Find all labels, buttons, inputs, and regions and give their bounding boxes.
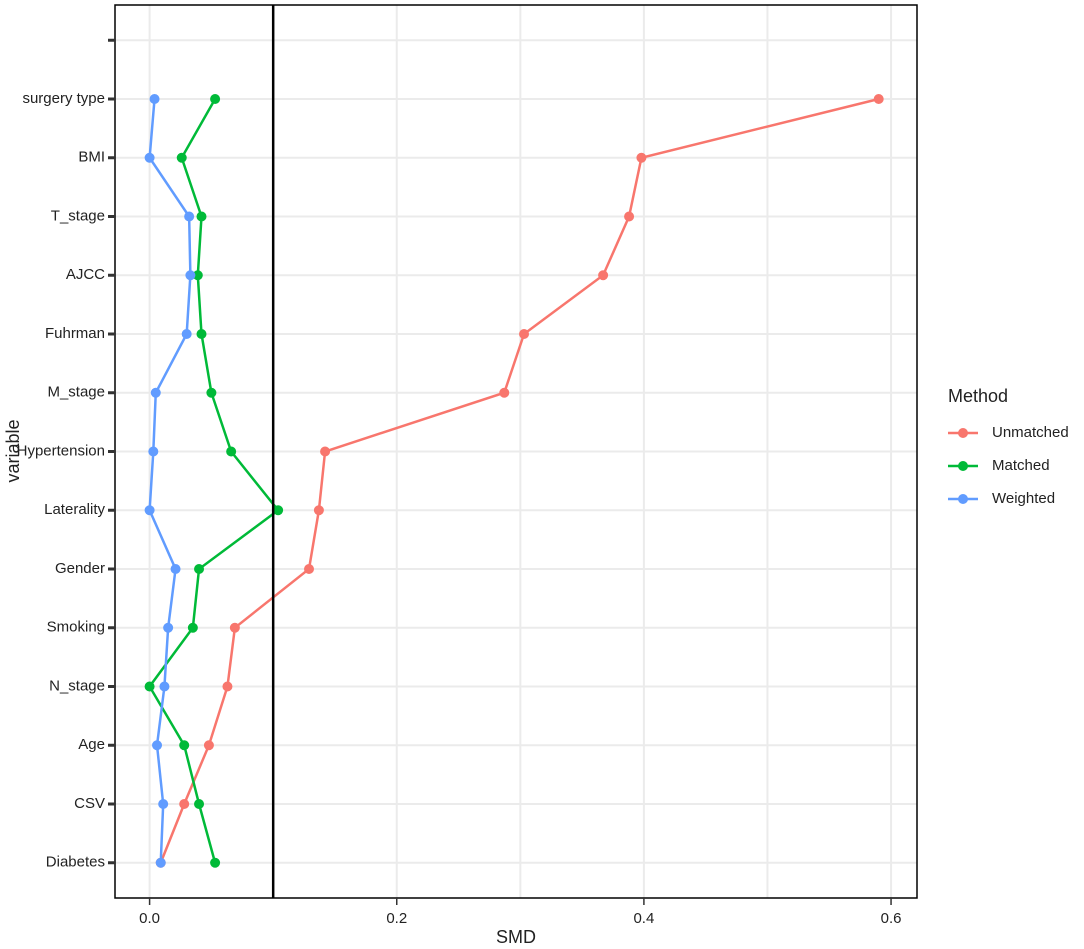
- point: [170, 564, 181, 574]
- point: [194, 799, 205, 809]
- point: [194, 564, 205, 574]
- y-tick-label: CSV: [74, 795, 105, 812]
- point: [158, 799, 169, 809]
- point: [313, 505, 324, 516]
- point: [210, 857, 221, 868]
- point: [226, 446, 237, 457]
- point: [148, 446, 159, 457]
- point: [499, 387, 510, 398]
- point: [636, 152, 647, 163]
- point: [196, 211, 207, 222]
- point: [149, 94, 160, 104]
- point: [519, 329, 530, 339]
- y-tick-label: Gender: [55, 560, 105, 577]
- point: [273, 505, 284, 516]
- point: [185, 270, 196, 281]
- y-tick-label: BMI: [78, 149, 105, 166]
- legend-label: Unmatched: [992, 424, 1069, 441]
- legend-swatch-point: [958, 461, 968, 471]
- point: [304, 564, 315, 574]
- point: [155, 857, 166, 868]
- x-tick-label: 0.4: [633, 910, 654, 927]
- x-axis-title: SMD: [496, 927, 536, 947]
- x-tick-label: 0.2: [386, 910, 407, 927]
- point: [873, 94, 884, 104]
- point: [210, 94, 221, 104]
- point: [206, 387, 217, 398]
- point: [192, 270, 203, 281]
- point: [203, 740, 214, 751]
- y-tick-label: Smoking: [47, 619, 105, 636]
- point: [184, 211, 195, 222]
- y-axis-title: variable: [3, 419, 23, 482]
- legend-swatch-point: [958, 428, 968, 438]
- legend-label: Matched: [992, 457, 1050, 474]
- point: [144, 505, 155, 516]
- y-tick-label: M_stage: [47, 384, 105, 401]
- y-tick-label: surgery type: [22, 90, 105, 107]
- marks: [144, 94, 884, 868]
- point: [159, 681, 170, 692]
- point: [152, 740, 163, 751]
- y-tick-label: Diabetes: [46, 854, 105, 871]
- y-tick-label: Laterality: [44, 501, 105, 518]
- point: [163, 622, 174, 633]
- series-line: [148, 98, 280, 864]
- point: [176, 152, 187, 163]
- point: [179, 799, 190, 809]
- x-tick-label: 0.0: [139, 910, 160, 927]
- legend-label: Weighted: [992, 490, 1055, 507]
- y-tick-label: N_stage: [49, 677, 105, 694]
- point: [196, 329, 207, 339]
- point: [179, 740, 190, 751]
- point: [598, 270, 609, 281]
- y-tick-label: AJCC: [66, 266, 105, 283]
- legend-title: Method: [948, 386, 1008, 406]
- point: [229, 622, 240, 633]
- point: [222, 681, 233, 692]
- y-tick-label: Age: [78, 736, 105, 753]
- x-tick-label: 0.6: [881, 910, 902, 927]
- point: [144, 681, 155, 692]
- y-tick-label: T_stage: [51, 207, 105, 224]
- y-tick-label: Hypertension: [17, 442, 105, 459]
- point: [150, 387, 161, 398]
- point: [320, 446, 331, 457]
- y-tick-label: Fuhrman: [45, 325, 105, 342]
- series-line: [148, 98, 192, 863]
- point: [181, 329, 192, 339]
- point: [624, 211, 635, 222]
- legend-swatch-point: [958, 494, 968, 504]
- point: [187, 622, 198, 633]
- series-line: [159, 97, 879, 864]
- point: [144, 152, 155, 163]
